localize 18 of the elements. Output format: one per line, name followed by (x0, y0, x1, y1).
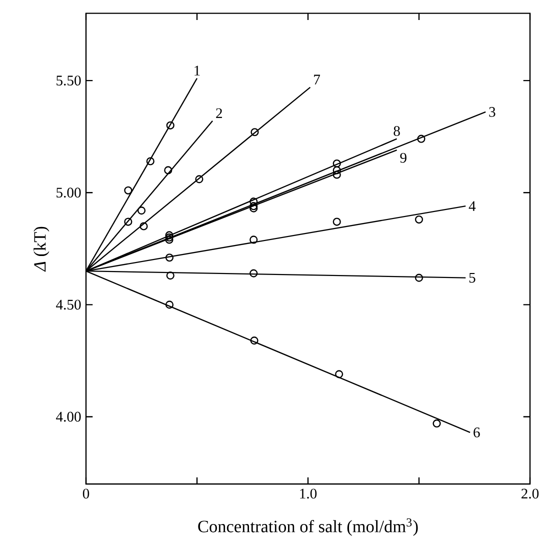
series-label: 9 (400, 152, 406, 163)
series-label: 1 (194, 66, 200, 76)
y-tick-label: 4.00 (56, 412, 81, 422)
y-tick-label: 4.50 (56, 300, 81, 310)
x-axis-title: Concentration of salt (mol/dm$^{3}$) (198, 518, 418, 536)
x-tick-label: 1.0 (300, 488, 317, 499)
x-tick-label: 0 (82, 488, 90, 499)
series-label: 6 (474, 428, 480, 438)
series-label: 5 (469, 272, 476, 283)
y-axis-title: Δ (kT) (34, 226, 50, 272)
y-tick-label: 5.50 (56, 76, 81, 86)
series-label: 8 (394, 126, 400, 136)
y-tick-label: 5.00 (56, 188, 81, 198)
series-label: 7 (314, 74, 320, 84)
series-label: 4 (468, 201, 476, 211)
series-label: 2 (216, 108, 222, 118)
x-tick-label: 2.0 (522, 488, 539, 499)
series-label: 3 (489, 107, 496, 117)
